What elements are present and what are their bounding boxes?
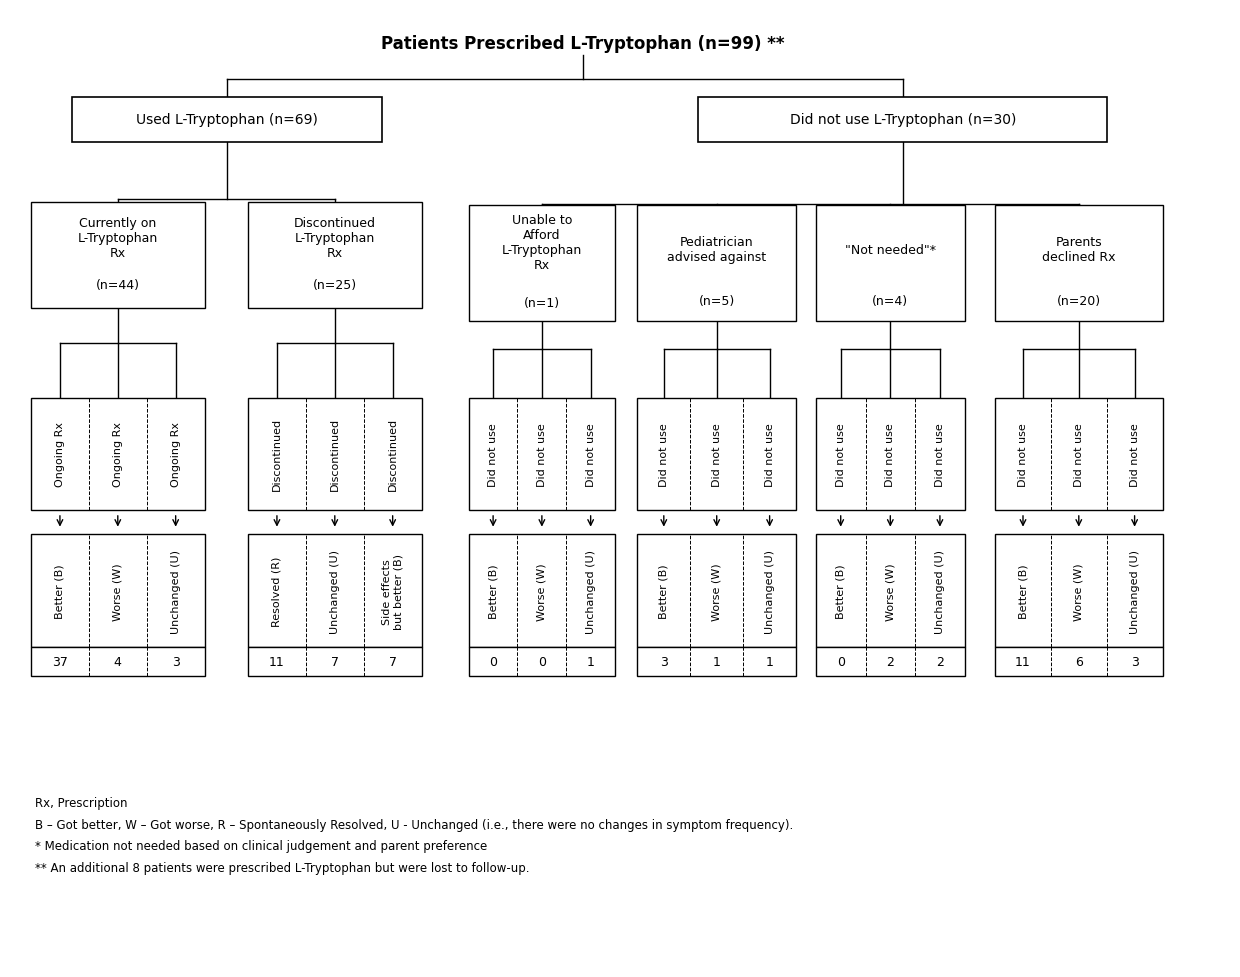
Text: Unchanged (U): Unchanged (U) [765,549,775,633]
Bar [816,398,965,510]
Text: 2: 2 [887,656,894,668]
Text: 3: 3 [1131,656,1138,668]
Text: Did not use: Did not use [585,422,595,487]
Text: Worse (W): Worse (W) [1074,563,1084,619]
Text: 6: 6 [1075,656,1083,668]
Text: 0: 0 [837,656,844,668]
Bar [72,98,382,143]
Bar [994,206,1163,321]
Text: Ongoing Rx: Ongoing Rx [171,422,181,487]
Text: Parents
declined Rx: Parents declined Rx [1042,236,1116,264]
Text: Patients Prescribed L-Tryptophan (n=99) **: Patients Prescribed L-Tryptophan (n=99) … [381,35,785,53]
Text: (n=44): (n=44) [95,278,140,292]
Bar [248,647,422,676]
Text: B – Got better, W – Got worse, R – Spontaneously Resolved, U - Unchanged (i.e., : B – Got better, W – Got worse, R – Spont… [35,818,792,830]
Text: Unchanged (U): Unchanged (U) [935,549,945,633]
Text: Currently on
L-Tryptophan
Rx: Currently on L-Tryptophan Rx [78,217,157,260]
Bar [994,647,1163,676]
Text: 3: 3 [171,656,180,668]
Bar [248,203,422,309]
Text: Did not use: Did not use [712,422,722,487]
Bar [698,98,1107,143]
Bar [469,398,615,510]
Text: Worse (W): Worse (W) [885,563,895,619]
Bar [31,647,205,676]
Bar [816,206,965,321]
Text: Did not use: Did not use [1018,422,1028,487]
Text: Better (B): Better (B) [836,564,846,618]
Bar [469,647,615,676]
Text: Better (B): Better (B) [658,564,668,618]
Text: 37: 37 [52,656,68,668]
Text: Better (B): Better (B) [55,564,64,618]
Text: Did not use: Did not use [489,422,498,487]
Text: Discontinued: Discontinued [330,418,340,490]
Text: (n=25): (n=25) [312,278,357,292]
Bar [248,535,422,647]
Text: Ongoing Rx: Ongoing Rx [113,422,123,487]
Text: 4: 4 [114,656,122,668]
Bar [994,398,1163,510]
Text: * Medication not needed based on clinical judgement and parent preference: * Medication not needed based on clinica… [35,839,487,852]
Text: 0: 0 [538,656,546,668]
Text: 2: 2 [936,656,944,668]
Bar [637,206,796,321]
Text: Used L-Tryptophan (n=69): Used L-Tryptophan (n=69) [136,113,317,127]
Text: Did not use L-Tryptophan (n=30): Did not use L-Tryptophan (n=30) [790,113,1016,127]
Text: Unchanged (U): Unchanged (U) [585,549,595,633]
Text: Did not use: Did not use [885,422,895,487]
Text: Did not use: Did not use [1074,422,1084,487]
Text: 7: 7 [388,656,397,668]
Bar [469,206,615,321]
Text: 0: 0 [489,656,497,668]
Bar [31,203,205,309]
Bar [994,535,1163,647]
Text: Unable to
Afford
L-Tryptophan
Rx: Unable to Afford L-Tryptophan Rx [502,213,582,272]
Text: Unchanged (U): Unchanged (U) [1130,549,1140,633]
Text: Worse (W): Worse (W) [537,563,547,619]
Text: Discontinued
L-Tryptophan
Rx: Discontinued L-Tryptophan Rx [294,217,376,260]
Text: Unchanged (U): Unchanged (U) [330,549,340,633]
Text: Better (B): Better (B) [1018,564,1028,618]
Text: Pediatrician
advised against: Pediatrician advised against [667,236,766,264]
Text: (n=1): (n=1) [523,296,560,310]
Text: ** An additional 8 patients were prescribed L-Tryptophan but were lost to follow: ** An additional 8 patients were prescri… [35,861,529,873]
Bar [637,647,796,676]
Bar [637,398,796,510]
Text: Did not use: Did not use [935,422,945,487]
Text: 1: 1 [587,656,595,668]
Text: Did not use: Did not use [836,422,846,487]
Text: Did not use: Did not use [658,422,668,487]
Text: 11: 11 [269,656,285,668]
Text: Rx, Prescription: Rx, Prescription [35,796,128,809]
Text: Side effects
but better (B): Side effects but better (B) [382,553,403,629]
Text: Worse (W): Worse (W) [712,563,722,619]
Text: 11: 11 [1016,656,1030,668]
Bar [31,398,205,510]
Text: Resolved (R): Resolved (R) [272,556,281,626]
Text: Discontinued: Discontinued [272,418,281,490]
Text: Did not use: Did not use [765,422,775,487]
Text: Did not use: Did not use [537,422,547,487]
Text: (n=4): (n=4) [872,294,909,308]
Text: (n=5): (n=5) [698,294,735,308]
Bar [248,398,422,510]
Text: 3: 3 [660,656,668,668]
Bar [469,535,615,647]
Text: Worse (W): Worse (W) [113,563,123,619]
Bar [637,535,796,647]
Text: Ongoing Rx: Ongoing Rx [55,422,64,487]
Text: Discontinued: Discontinued [388,418,398,490]
Bar [816,535,965,647]
Text: Better (B): Better (B) [489,564,498,618]
Text: Unchanged (U): Unchanged (U) [171,549,181,633]
Text: 1: 1 [713,656,720,668]
Text: (n=20): (n=20) [1056,294,1101,308]
Bar [816,647,965,676]
Text: Did not use: Did not use [1130,422,1140,487]
Text: 7: 7 [331,656,339,668]
Text: "Not needed"*: "Not needed"* [844,243,936,257]
Text: 1: 1 [765,656,774,668]
Bar [31,535,205,647]
